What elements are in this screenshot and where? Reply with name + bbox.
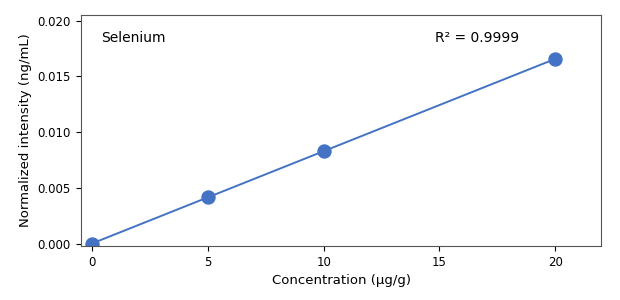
Point <box>203 194 213 199</box>
Text: Selenium: Selenium <box>102 31 166 45</box>
Point <box>87 242 97 246</box>
Point <box>319 149 329 154</box>
X-axis label: Concentration (μg/g): Concentration (μg/g) <box>272 274 410 287</box>
Y-axis label: Normalized intensity (ng/mL): Normalized intensity (ng/mL) <box>19 34 32 227</box>
Text: R² = 0.9999: R² = 0.9999 <box>435 31 519 45</box>
Point <box>550 57 560 62</box>
